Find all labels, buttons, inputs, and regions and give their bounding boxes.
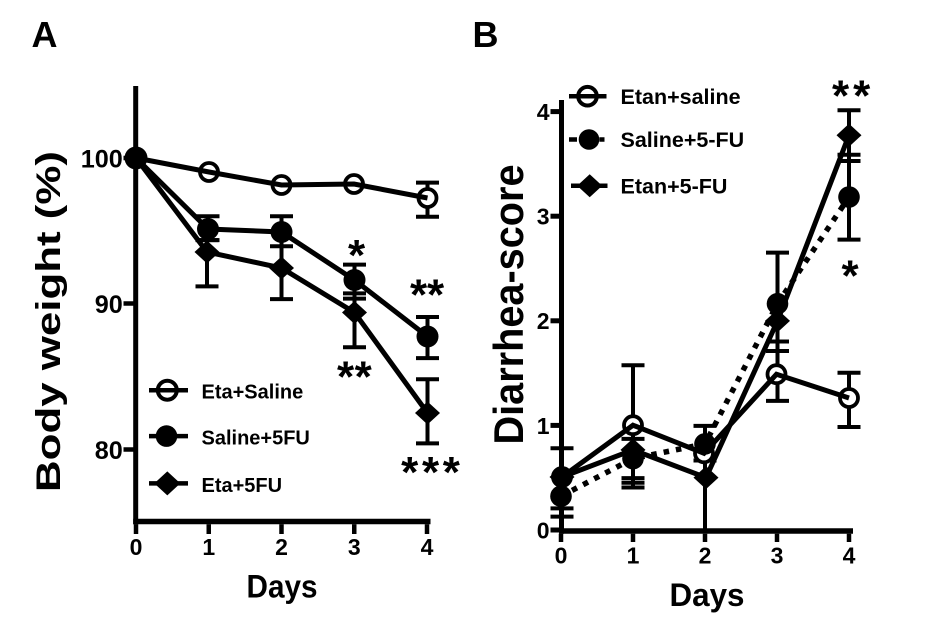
svg-text:2: 2 [275,534,288,560]
svg-text:Eta+5FU: Eta+5FU [202,475,283,497]
svg-text:*: * [427,270,445,319]
svg-text:80: 80 [95,437,123,465]
svg-text:4: 4 [537,99,550,125]
svg-text:0: 0 [130,534,143,560]
svg-text:Eta+Saline: Eta+Saline [202,382,304,404]
svg-text:1: 1 [537,413,550,439]
svg-text:Days: Days [670,577,745,613]
svg-text:100: 100 [81,146,123,174]
svg-text:Body weight (%): Body weight (%) [30,151,68,492]
svg-text:0: 0 [537,517,550,543]
svg-text:3: 3 [537,204,550,230]
svg-text:*: * [410,270,428,319]
svg-text:90: 90 [95,291,123,319]
svg-text:0: 0 [555,543,568,569]
svg-text:3: 3 [348,534,361,560]
svg-text:*: * [841,252,859,301]
svg-text:Saline+5FU: Saline+5FU [202,428,310,450]
svg-text:1: 1 [627,543,640,569]
svg-text:1: 1 [202,534,215,560]
svg-text:B: B [473,14,499,55]
svg-text:Saline+5-FU: Saline+5-FU [621,128,745,152]
svg-text:3: 3 [771,543,784,569]
svg-text:*: * [422,448,440,497]
svg-text:*: * [443,448,461,497]
svg-text:Etan+5-FU: Etan+5-FU [621,174,728,198]
svg-text:*: * [355,353,373,402]
svg-text:2: 2 [699,543,712,569]
svg-text:*: * [832,71,850,120]
svg-text:A: A [32,14,58,55]
svg-text:Days: Days [247,569,318,605]
svg-text:*: * [337,353,355,402]
svg-text:Diarrhea-score: Diarrhea-score [485,165,532,445]
svg-text:*: * [348,231,366,280]
svg-text:2: 2 [537,308,550,334]
svg-text:4: 4 [843,543,856,569]
svg-text:4: 4 [421,534,434,560]
svg-text:Etan+saline: Etan+saline [621,85,741,109]
svg-text:*: * [401,448,419,497]
svg-text:*: * [853,71,871,120]
